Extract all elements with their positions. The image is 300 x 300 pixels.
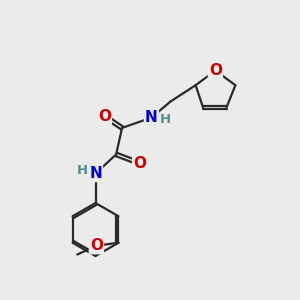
Text: O: O: [209, 63, 222, 78]
Text: O: O: [98, 109, 111, 124]
Text: O: O: [90, 238, 103, 253]
Text: H: H: [160, 113, 171, 127]
Text: H: H: [77, 164, 88, 176]
Text: N: N: [89, 166, 102, 181]
Text: O: O: [133, 156, 146, 171]
Text: N: N: [145, 110, 158, 125]
